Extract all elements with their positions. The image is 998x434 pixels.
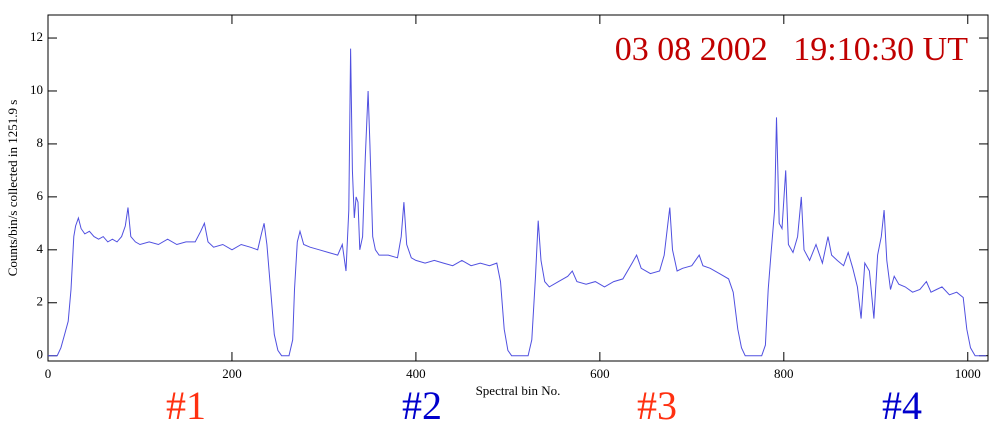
y-tick-label: 0	[37, 347, 44, 362]
spectrum-line	[48, 48, 987, 357]
y-axis-label: Counts/bin/s collected in 1251.9 s	[5, 100, 20, 277]
y-tick-label: 10	[30, 82, 43, 97]
annotation: 03 08 2002 19:10:30 UT	[615, 31, 968, 68]
y-tick-label: 12	[30, 29, 43, 44]
x-tick-label: 0	[45, 366, 52, 381]
annotation: #2	[402, 383, 442, 428]
y-tick-label: 2	[37, 294, 44, 309]
y-tick-label: 8	[37, 135, 44, 150]
x-tick-label: 1000	[955, 366, 981, 381]
plot-frame	[47, 14, 989, 362]
y-tick-label: 6	[37, 188, 44, 203]
annotation: #3	[637, 383, 677, 428]
annotation: #1	[166, 383, 206, 428]
annotation: #4	[882, 383, 922, 428]
x-tick-label: 800	[774, 366, 794, 381]
x-axis-label: Spectral bin No.	[476, 383, 561, 398]
x-tick-label: 400	[406, 366, 426, 381]
x-tick-label: 600	[590, 366, 610, 381]
x-tick-label: 200	[222, 366, 242, 381]
y-tick-label: 4	[37, 241, 44, 256]
